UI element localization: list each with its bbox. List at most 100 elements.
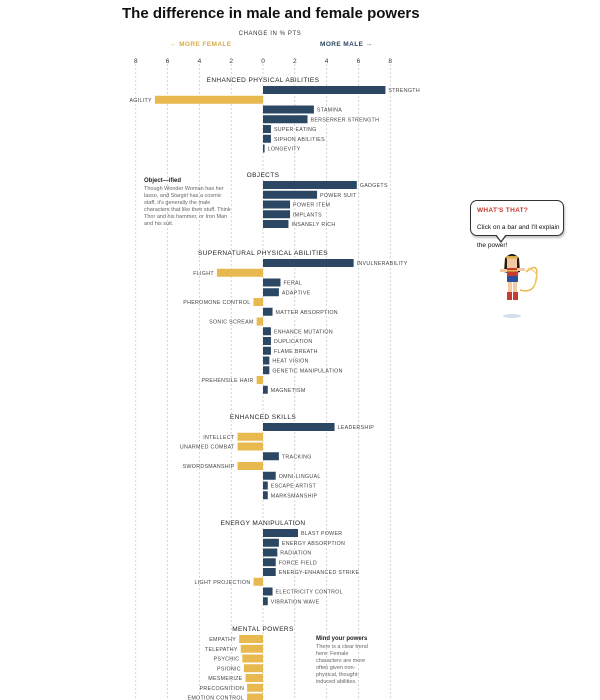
- bar[interactable]: [253, 577, 263, 586]
- bar[interactable]: [263, 356, 270, 365]
- bar[interactable]: [237, 432, 263, 441]
- x-tick-label: 6: [166, 58, 170, 65]
- bar[interactable]: [263, 587, 273, 596]
- bar-label: DUPLICATION: [274, 339, 313, 345]
- bar[interactable]: [263, 568, 276, 576]
- bar[interactable]: [263, 181, 357, 189]
- bar-label: POWER ITEM: [293, 203, 330, 209]
- info-bubble-body: Click on a bar and I'll explain the powe…: [477, 224, 560, 249]
- bar[interactable]: [263, 538, 279, 547]
- bar-label: SUPER EATING: [274, 127, 317, 133]
- bar[interactable]: [263, 220, 289, 228]
- bar-label: MAGNETISM: [271, 388, 306, 394]
- bar[interactable]: [253, 298, 263, 306]
- bar[interactable]: [240, 644, 263, 653]
- bar-label: FORCE FIELD: [279, 560, 317, 566]
- bar[interactable]: [263, 385, 268, 394]
- x-tick-label: 8: [388, 58, 392, 65]
- more-female-label: ← MORE FEMALE: [170, 41, 232, 48]
- x-tick-label: 8: [134, 58, 138, 65]
- bar[interactable]: [237, 462, 263, 470]
- bar[interactable]: [263, 105, 314, 114]
- bar-label: SONIC SCREAM: [209, 320, 254, 326]
- bar-label: PHEROMONE CONTROL: [183, 300, 250, 306]
- objects-note-heading: Object—ified: [144, 178, 182, 184]
- bar[interactable]: [263, 597, 268, 606]
- bar-label: INTELLECT: [203, 435, 235, 441]
- bar-label: STRENGTH: [388, 88, 420, 94]
- group-label: ENHANCED SKILLS: [230, 414, 297, 421]
- bar[interactable]: [263, 327, 271, 336]
- bar[interactable]: [263, 529, 298, 537]
- bar-label: LIGHT PROJECTION: [195, 580, 251, 586]
- bar[interactable]: [263, 548, 278, 557]
- mental-note-body: There is a clear trend here: Female char…: [316, 644, 368, 685]
- bar-label: AGILITY: [129, 98, 152, 104]
- bar-label: PSIONIC: [217, 666, 241, 672]
- bar[interactable]: [256, 317, 263, 326]
- bar-label: FLAME BREATH: [274, 349, 318, 355]
- bar-label: TRACKING: [282, 454, 312, 460]
- group-label: OBJECTS: [247, 172, 280, 179]
- bar[interactable]: [263, 423, 335, 431]
- bar[interactable]: [263, 190, 318, 199]
- bar-label: PSYCHIC: [214, 657, 240, 663]
- bar[interactable]: [263, 278, 281, 287]
- more-male-label: MORE MALE →: [320, 41, 373, 48]
- bar-label: MARKSMANSHIP: [271, 493, 318, 499]
- bar[interactable]: [263, 288, 279, 297]
- bar-label: GADGETS: [360, 183, 388, 189]
- x-tick-label: 4: [198, 58, 202, 65]
- objects-note: Object—ified Though Wonder Woman has her…: [144, 178, 232, 228]
- bar[interactable]: [243, 664, 263, 673]
- bar-label: MESMERIZE: [208, 676, 242, 682]
- bar[interactable]: [239, 635, 263, 643]
- bar-label: ENHANCE MUTATION: [274, 329, 333, 335]
- group-label: ENHANCED PHYSICAL ABILITIES: [207, 77, 320, 84]
- bar[interactable]: [263, 115, 308, 124]
- bar[interactable]: [263, 452, 279, 461]
- bar[interactable]: [245, 674, 263, 682]
- bar[interactable]: [216, 268, 263, 277]
- bar[interactable]: [263, 346, 271, 355]
- bar[interactable]: [237, 442, 263, 451]
- bar[interactable]: [263, 200, 291, 209]
- bar[interactable]: [263, 86, 386, 94]
- bar[interactable]: [154, 95, 263, 104]
- bar[interactable]: [242, 654, 263, 663]
- bar[interactable]: [263, 307, 273, 316]
- bar[interactable]: [263, 558, 276, 567]
- bar-label: VIBRATION WAVE: [271, 599, 320, 605]
- bar-label: INSANELY RICH: [291, 222, 335, 228]
- bar[interactable]: [263, 481, 268, 490]
- bar-label: BERSERKER STRENGTH: [311, 117, 380, 123]
- bar[interactable]: [256, 376, 263, 384]
- wonder-woman-character-icon: [500, 254, 538, 318]
- bar-label: MATTER ABSORPTION: [276, 310, 338, 316]
- bar[interactable]: [263, 134, 271, 143]
- page-title: The difference in male and female powers: [122, 5, 420, 22]
- bar[interactable]: [247, 693, 263, 700]
- group-label: SUPERNATURAL PHYSICAL ABILITIES: [198, 250, 328, 257]
- objects-note-body: Though Wonder Woman has her lasso, and S…: [144, 186, 231, 227]
- x-tick-label: 6: [357, 58, 361, 65]
- bar-label: RADIATION: [280, 551, 311, 557]
- bar-label: PRECOGNITION: [200, 686, 245, 692]
- bar-label: ESCAPE ARTIST: [271, 484, 317, 490]
- x-tick-label: 2: [293, 58, 297, 65]
- bar[interactable]: [263, 337, 271, 345]
- bar-label: LEADERSHIP: [338, 425, 375, 431]
- bar[interactable]: [247, 683, 263, 692]
- bar-label: ELECTRICITY CONTROL: [276, 590, 343, 596]
- info-bubble: WHAT'S THAT? Click on a bar and I'll exp…: [470, 200, 564, 249]
- bar[interactable]: [263, 144, 265, 153]
- bar[interactable]: [263, 366, 270, 375]
- bar[interactable]: [263, 471, 276, 480]
- bar-label: EMOTION CONTROL: [188, 696, 245, 700]
- bar[interactable]: [263, 491, 268, 500]
- bar[interactable]: [263, 210, 291, 219]
- bar[interactable]: [263, 259, 354, 267]
- bar[interactable]: [263, 125, 271, 133]
- bar-label: PREHENSILE HAIR: [201, 378, 253, 384]
